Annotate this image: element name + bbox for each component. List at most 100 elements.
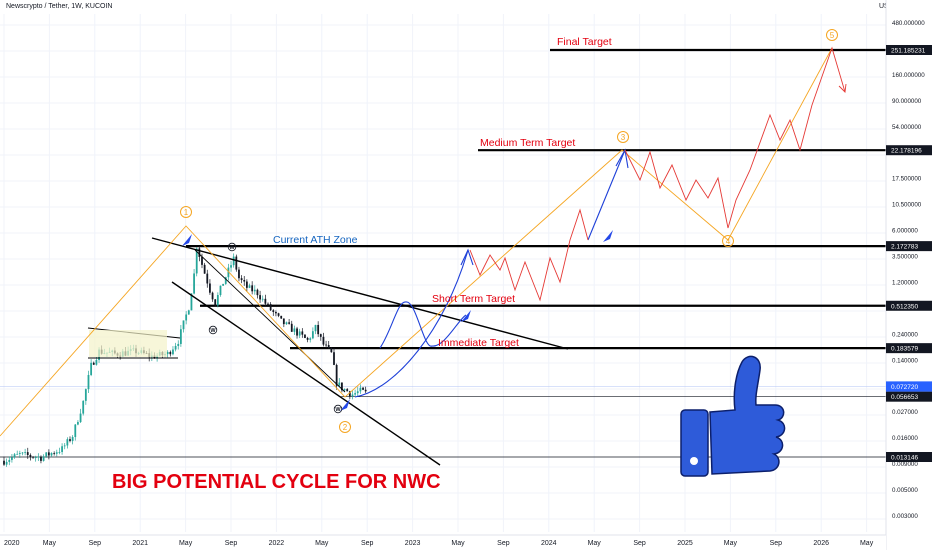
y-tick-label: 6.000000 [892,228,918,235]
candle-body [8,459,11,462]
candle-body [330,347,333,353]
channel-line [194,249,346,393]
x-tick-label: Sep [89,540,102,547]
x-tick-label: Sep [497,540,510,547]
price-label-box [886,45,932,55]
candle-body [190,293,193,311]
projection-path-red [624,46,846,229]
x-tick-label: May [315,540,329,547]
candle-body [354,393,357,395]
y-tick-label: 0.140000 [892,357,918,364]
candle-body [356,391,359,394]
candle-body [95,359,98,365]
candle-body [280,315,283,319]
y-tick-label: 54.000000 [892,124,922,131]
price-label: 251.185231 [891,48,926,55]
candle-body [298,331,301,336]
candle-body [222,283,225,286]
price-label-box [886,145,932,156]
wave-label: 1 [184,208,189,217]
candle-body [235,256,238,270]
candle-body [322,336,325,345]
price-label: 2.172783 [891,244,918,251]
y-tick-label: 0.005000 [892,487,918,494]
candle-body [66,439,69,446]
price-label-box [886,343,932,354]
candle-body [319,334,322,337]
candle-body [47,452,50,456]
y-tick-label: 0.240000 [892,331,918,338]
candle-body [216,294,219,306]
candle-body [50,453,53,456]
candle-body [77,422,79,425]
wave-label: 5 [830,31,835,40]
candle-body [335,364,338,386]
symbol-header: Newscrypto / Tether, 1W, KUCOIN [6,3,113,10]
arrow-head [460,248,474,266]
wave-label: 2 [343,423,348,432]
candle-body [166,351,169,355]
price-label-box [886,381,932,392]
pattern-label: W [335,407,341,413]
y-tick-label: 160.000000 [892,72,925,79]
y-tick-label: 0.003000 [892,513,918,520]
wave-label: 3 [621,133,626,142]
candle-body [230,265,232,268]
x-tick-label: May [724,540,738,547]
arrow-head [838,83,847,93]
candle-body [177,343,180,346]
price-label: 0.072720 [891,384,918,391]
candle-body [74,424,77,438]
y-tick-label: 480.000000 [892,20,925,27]
price-label: 0.512350 [891,303,918,310]
candle-body [272,310,275,313]
candle-body [40,456,42,461]
thumb-hand [709,355,786,475]
candle-body [87,374,90,390]
candle-body [227,267,230,278]
pattern-marker [227,242,237,252]
price-label: 0.056653 [891,394,918,401]
candle-body [232,256,235,266]
candle-body [16,453,19,455]
x-tick-label: Sep [633,540,646,547]
candle-body [201,256,203,265]
support-trendline [171,281,441,466]
candle-body [18,453,21,454]
candle-body [341,382,343,391]
candle-body [61,446,63,452]
candle-body [348,391,351,397]
candle-body [253,289,256,292]
candle-body [195,248,198,274]
x-tick-label: Sep [225,540,238,547]
candle-body [79,413,82,423]
candle-body [304,334,306,338]
candle-body [203,264,206,274]
candle-body [71,437,74,441]
candle-body [21,452,24,454]
x-tick-label: May [588,540,602,547]
thumb-sleeve [680,409,709,477]
candle-body [351,394,354,397]
price-label: 0.183579 [891,346,918,353]
candle-body [259,295,261,300]
candle-body [29,454,32,457]
candle-body [333,352,335,365]
elliott-wave-line [0,47,833,437]
pattern-label: W [229,245,235,251]
candle-body [3,460,5,465]
wave-label: 4 [726,237,731,246]
price-label: 0.013146 [891,455,918,462]
candle-body [174,345,177,350]
x-tick-label: 2025 [677,540,693,547]
y-tick-label: 90.000000 [892,98,922,105]
candle-body [325,344,327,346]
wave-marker [826,29,838,41]
candle-body [269,304,272,311]
candle-body [293,328,296,332]
candle-body [211,292,214,300]
candle-body [264,298,267,304]
candle-body [219,285,222,295]
rocket-icon [340,399,350,411]
price-label-box [886,300,932,311]
